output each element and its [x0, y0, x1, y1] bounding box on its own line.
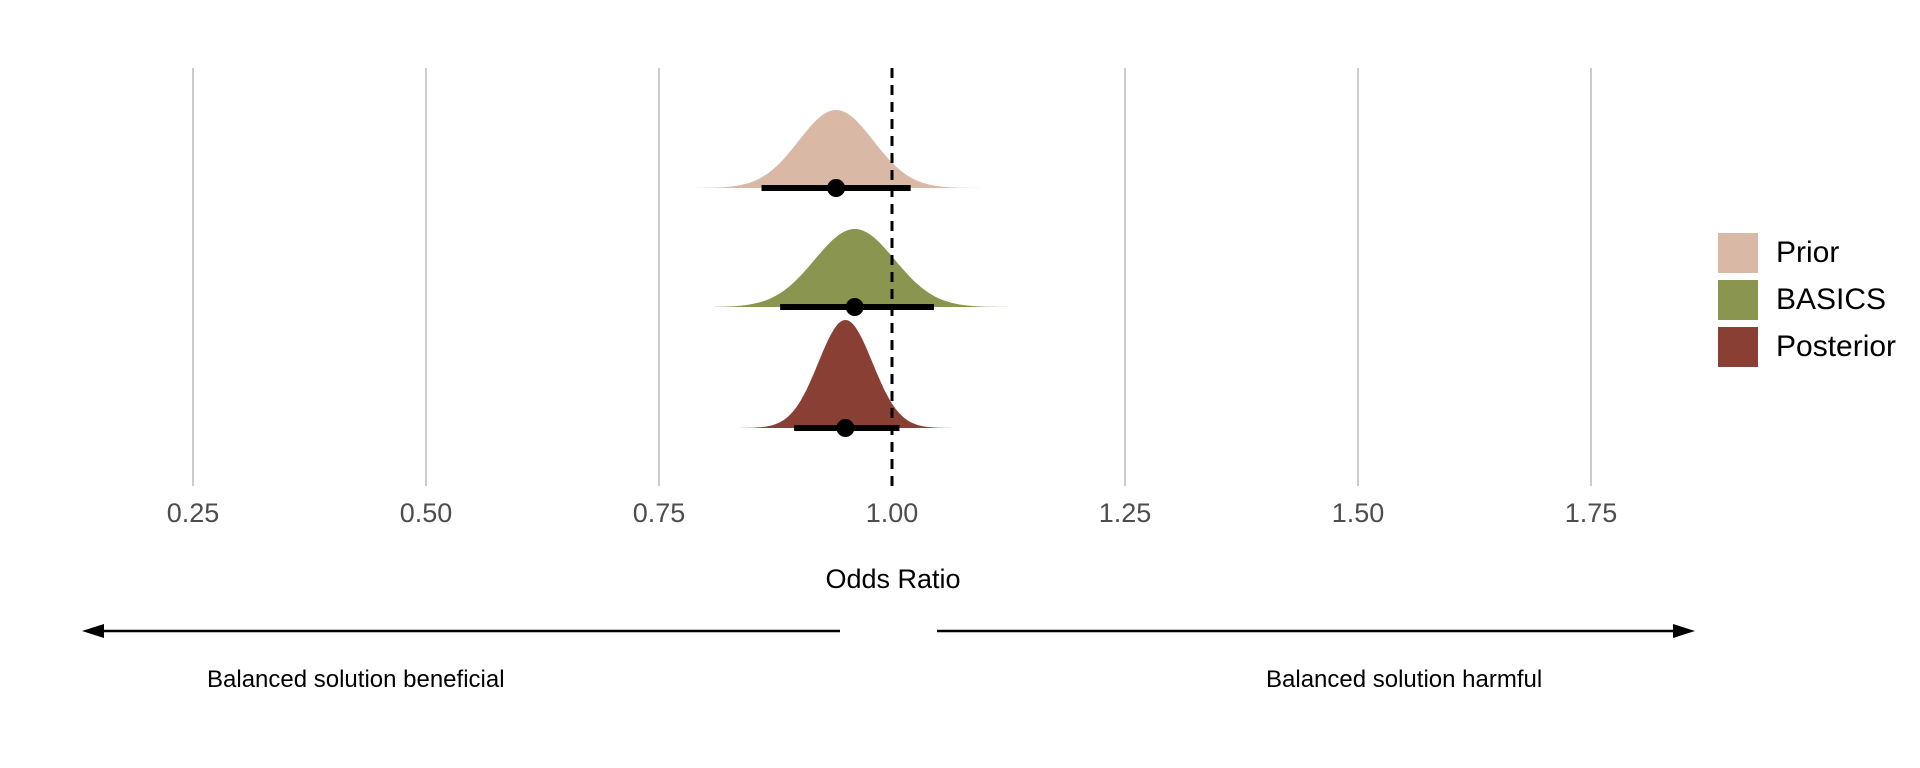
median-point-prior — [827, 179, 846, 197]
density-basics — [714, 229, 1023, 307]
density-curves — [696, 110, 1023, 428]
legend-item-basics: BASICS — [1718, 276, 1896, 323]
x-tick-label: 0.75 — [633, 498, 686, 528]
annotation-beneficial: Balanced solution beneficial — [207, 666, 505, 693]
left-arrow — [82, 624, 840, 638]
legend-label-prior: Prior — [1776, 235, 1840, 269]
legend-label-posterior: Posterior — [1776, 329, 1897, 363]
legend-swatch-posterior — [1718, 326, 1758, 367]
density-posterior — [733, 320, 958, 428]
median-point-posterior — [836, 419, 855, 437]
x-tick-label: 1.00 — [866, 498, 919, 528]
legend-label-basics: BASICS — [1776, 282, 1887, 316]
gridlines — [192, 68, 1592, 486]
legend-swatch-basics — [1718, 279, 1758, 320]
x-tick-label: 1.50 — [1332, 498, 1385, 528]
legend-item-prior: Prior — [1718, 229, 1896, 276]
intervals — [761, 179, 934, 437]
x-axis-ticks: 0.25 0.50 0.75 1.00 1.25 1.50 1.75 — [167, 498, 1618, 528]
x-tick-label: 0.25 — [167, 498, 220, 528]
annotation-harmful: Balanced solution harmful — [1266, 666, 1542, 693]
legend: Prior BASICS Posterior — [1718, 229, 1896, 370]
x-tick-label: 0.50 — [400, 498, 453, 528]
median-point-basics — [845, 298, 864, 316]
density-prior — [696, 110, 995, 188]
x-tick-label: 1.75 — [1565, 498, 1618, 528]
legend-item-posterior: Posterior — [1718, 323, 1896, 370]
legend-swatch-prior — [1718, 232, 1758, 273]
x-axis-title: Odds Ratio — [825, 564, 960, 594]
right-arrow — [937, 624, 1695, 638]
x-tick-label: 1.25 — [1099, 498, 1152, 528]
